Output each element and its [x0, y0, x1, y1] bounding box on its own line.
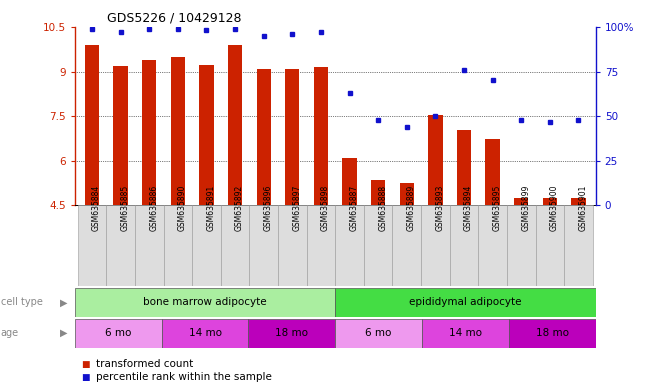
Bar: [135, 205, 163, 286]
Bar: [507, 205, 536, 286]
Bar: [171, 57, 185, 205]
Text: GSM635899: GSM635899: [521, 185, 531, 231]
Bar: [371, 180, 385, 205]
Text: GSM635900: GSM635900: [550, 185, 559, 231]
Text: GSM635886: GSM635886: [149, 185, 158, 231]
Text: ▶: ▶: [60, 297, 68, 308]
Bar: [536, 205, 564, 286]
Bar: [422, 319, 509, 348]
Bar: [278, 205, 307, 286]
Text: epididymal adipocyte: epididymal adipocyte: [409, 297, 521, 308]
Bar: [161, 319, 249, 348]
Text: GSM635898: GSM635898: [321, 185, 330, 231]
Text: GSM635901: GSM635901: [579, 185, 587, 231]
Text: GSM635892: GSM635892: [235, 185, 244, 231]
Text: ■: ■: [81, 359, 90, 369]
Bar: [221, 205, 249, 286]
Text: transformed count: transformed count: [96, 359, 193, 369]
Bar: [85, 45, 99, 205]
Text: 18 mo: 18 mo: [536, 328, 569, 338]
Bar: [113, 66, 128, 205]
Text: age: age: [1, 328, 19, 338]
Bar: [335, 288, 596, 317]
Text: GSM635884: GSM635884: [92, 185, 101, 231]
Bar: [450, 205, 478, 286]
Bar: [421, 205, 450, 286]
Bar: [249, 205, 278, 286]
Text: GSM635893: GSM635893: [436, 185, 445, 231]
Bar: [106, 205, 135, 286]
Text: GSM635887: GSM635887: [350, 185, 359, 231]
Bar: [400, 183, 414, 205]
Bar: [142, 60, 156, 205]
Bar: [342, 158, 357, 205]
Text: bone marrow adipocyte: bone marrow adipocyte: [143, 297, 267, 308]
Text: GSM635888: GSM635888: [378, 185, 387, 231]
Text: ■: ■: [81, 372, 90, 382]
Bar: [199, 65, 214, 205]
Bar: [285, 69, 299, 205]
Text: GSM635891: GSM635891: [206, 185, 215, 231]
Text: 14 mo: 14 mo: [189, 328, 221, 338]
Text: GSM635895: GSM635895: [493, 185, 502, 231]
Text: 6 mo: 6 mo: [365, 328, 392, 338]
Bar: [75, 288, 335, 317]
Text: GSM635889: GSM635889: [407, 185, 416, 231]
Text: cell type: cell type: [1, 297, 42, 308]
Bar: [249, 319, 335, 348]
Text: GSM635894: GSM635894: [464, 185, 473, 231]
Bar: [428, 115, 443, 205]
Text: GDS5226 / 10429128: GDS5226 / 10429128: [107, 12, 242, 25]
Text: 18 mo: 18 mo: [275, 328, 309, 338]
Text: GSM635890: GSM635890: [178, 185, 187, 231]
Text: GSM635885: GSM635885: [120, 185, 130, 231]
Bar: [572, 198, 586, 205]
Bar: [364, 205, 393, 286]
Bar: [256, 69, 271, 205]
Bar: [163, 205, 192, 286]
Bar: [307, 205, 335, 286]
Bar: [478, 205, 507, 286]
Bar: [75, 319, 161, 348]
Text: percentile rank within the sample: percentile rank within the sample: [96, 372, 271, 382]
Text: GSM635896: GSM635896: [264, 185, 273, 231]
Bar: [77, 205, 106, 286]
Bar: [335, 319, 422, 348]
Bar: [564, 205, 593, 286]
Bar: [393, 205, 421, 286]
Bar: [509, 319, 596, 348]
Bar: [457, 129, 471, 205]
Bar: [192, 205, 221, 286]
Bar: [228, 45, 242, 205]
Bar: [486, 139, 500, 205]
Text: ▶: ▶: [60, 328, 68, 338]
Text: 6 mo: 6 mo: [105, 328, 132, 338]
Text: GSM635897: GSM635897: [292, 185, 301, 231]
Bar: [514, 198, 529, 205]
Bar: [335, 205, 364, 286]
Text: 14 mo: 14 mo: [449, 328, 482, 338]
Bar: [314, 67, 328, 205]
Bar: [543, 198, 557, 205]
